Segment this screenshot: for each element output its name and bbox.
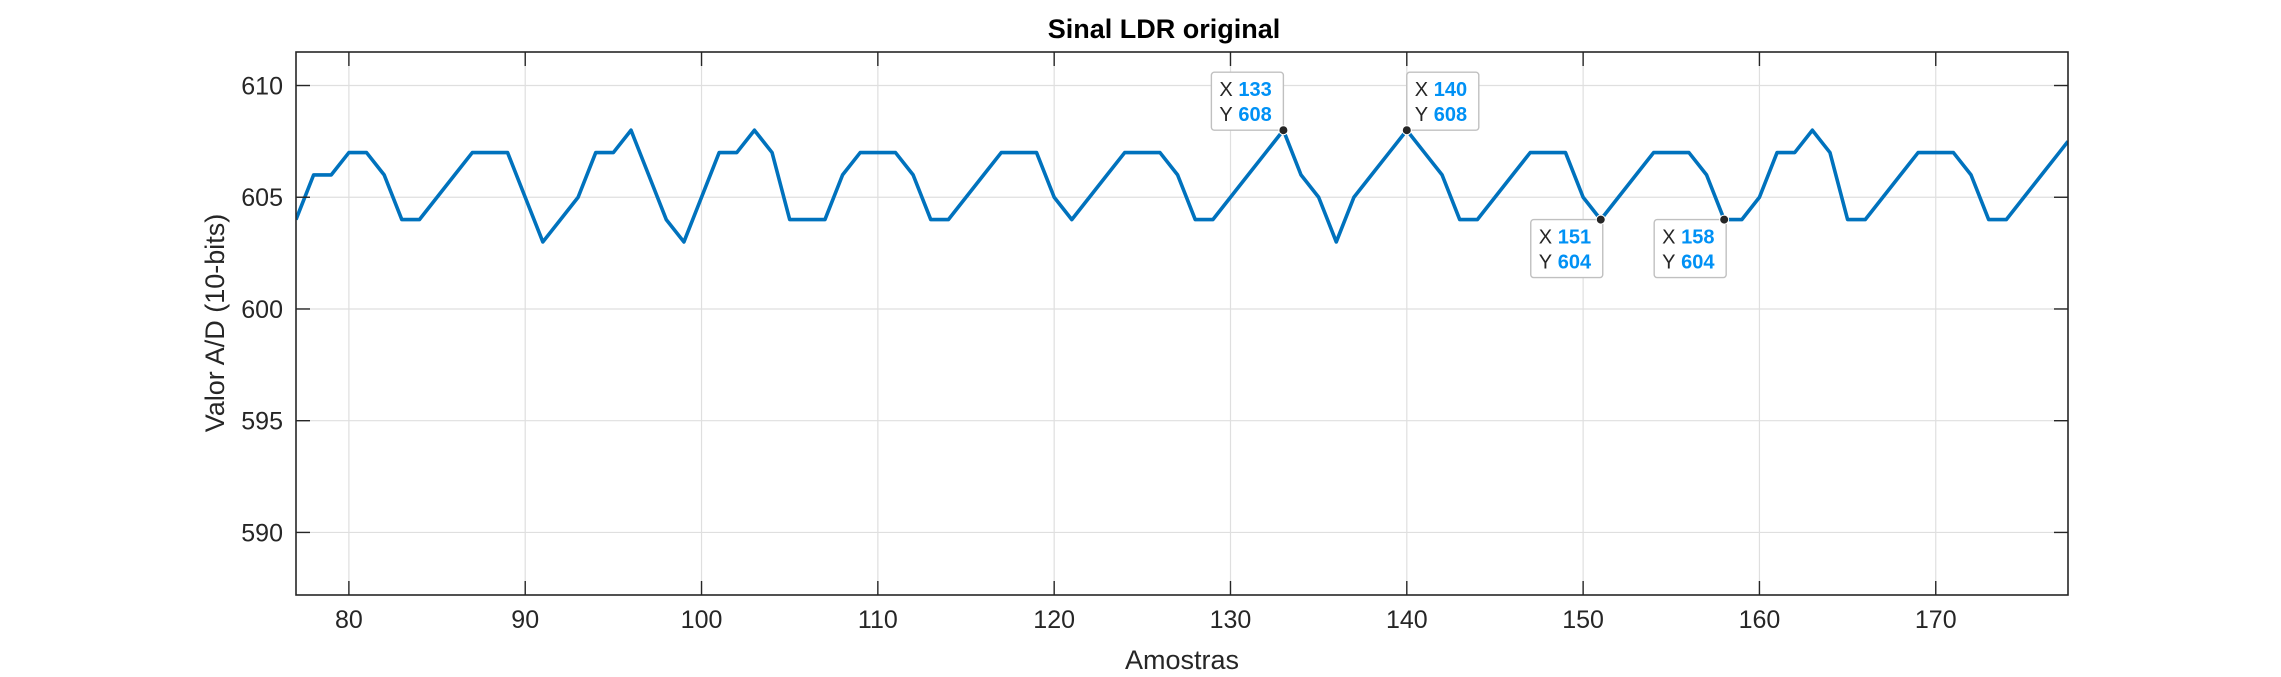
datatip: X 151 Y 604 (1530, 214, 1606, 279)
datatip-y-value: 604 (1681, 252, 1715, 274)
datatip: X 140 Y 608 (1401, 71, 1480, 136)
tick-marks (296, 52, 2068, 595)
datatip-x-value: 158 (1681, 227, 1714, 249)
datatips-layer: X 133 Y 608 X 140 Y 608 X 151 Y 604 X 158 Y 604 (1210, 71, 1730, 279)
datatip: X 158 Y 604 (1653, 214, 1730, 279)
datatip-marker (1401, 125, 1412, 136)
datatip-y-key: Y (1539, 252, 1552, 274)
datatip-x-key: X (1662, 227, 1675, 249)
datatip-y-value: 604 (1558, 252, 1592, 274)
datatip-x-key: X (1219, 79, 1232, 101)
x-tick-label: 110 (858, 606, 898, 634)
grid-lines (296, 52, 2068, 595)
y-axis-label: Valor A/D (10-bits) (200, 214, 230, 433)
datatip-x-key: X (1415, 79, 1428, 101)
datatip-y-value: 608 (1238, 104, 1271, 126)
datatip-x-key: X (1539, 227, 1552, 249)
y-tick-label: 605 (241, 184, 283, 212)
x-tick-label: 90 (511, 606, 539, 634)
datatip-box (1530, 218, 1604, 279)
plot-area (296, 52, 2068, 595)
datatip-box (1210, 71, 1285, 131)
datatip: X 133 Y 608 (1210, 71, 1289, 136)
y-tick-label: 610 (241, 73, 283, 101)
y-tick-label: 600 (241, 296, 283, 324)
datatip-y-key: Y (1662, 252, 1675, 274)
x-axis-label: Amostras (1125, 645, 1239, 675)
datatip-y-key: Y (1219, 104, 1232, 126)
x-tick-label: 130 (1210, 606, 1252, 634)
y-tick-label: 590 (241, 519, 283, 547)
datatip-y-key: Y (1415, 104, 1428, 126)
datatip-marker (1719, 214, 1730, 225)
x-tick-label: 170 (1915, 606, 1957, 634)
axes-box (295, 51, 2069, 596)
x-tick-labels: 80 90 100 110 120 130 140 150 160 170 (335, 606, 1957, 634)
x-tick-label: 80 (335, 606, 363, 634)
x-tick-label: 160 (1739, 606, 1781, 634)
datatip-box (1406, 71, 1480, 131)
x-tick-label: 140 (1386, 606, 1428, 634)
x-tick-label: 120 (1033, 606, 1075, 634)
series-line (296, 128, 2068, 244)
datatip-y-value: 608 (1434, 104, 1467, 126)
datatip-x-value: 140 (1434, 79, 1467, 101)
y-tick-labels: 590 595 600 605 610 (241, 73, 283, 548)
x-tick-label: 100 (681, 606, 723, 634)
datatip-box (1653, 218, 1727, 279)
datatip-x-value: 151 (1558, 227, 1591, 249)
datatip-marker (1595, 214, 1606, 225)
datatip-marker (1278, 125, 1289, 136)
series-group (296, 128, 2068, 244)
y-tick-label: 595 (241, 408, 283, 436)
chart-title: Sinal LDR original (1048, 14, 1281, 44)
x-tick-label: 150 (1562, 606, 1604, 634)
datatip-x-value: 133 (1238, 79, 1271, 101)
